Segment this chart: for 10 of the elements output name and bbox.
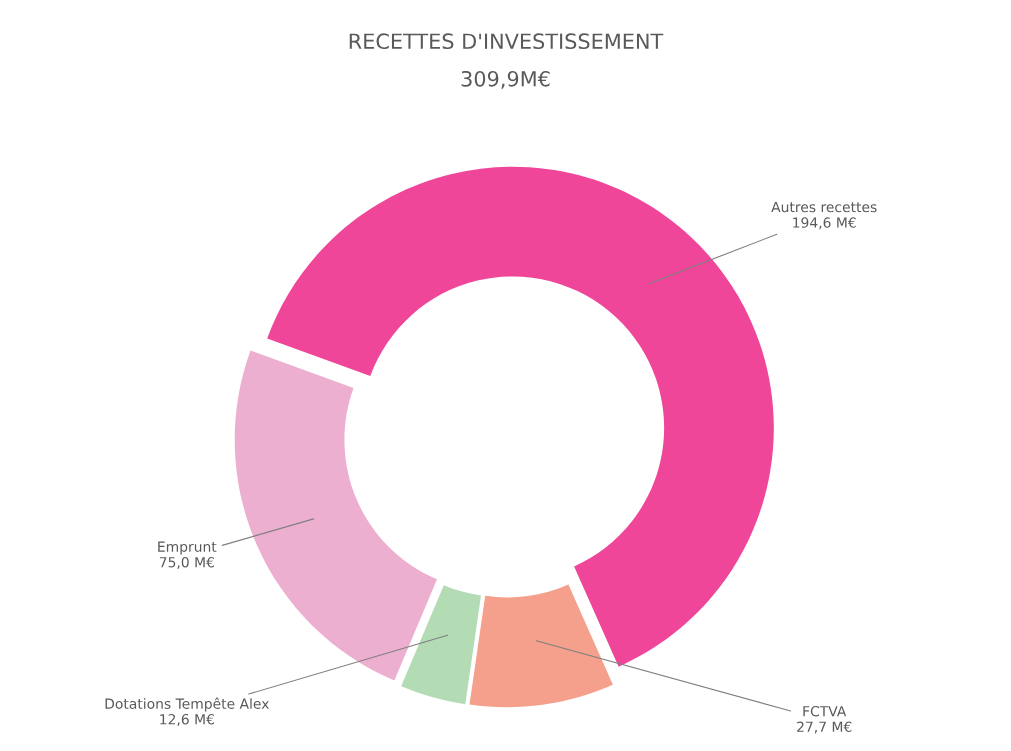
slice-label: FCTVA xyxy=(803,705,847,717)
slice-label: Autres recettes xyxy=(771,201,877,213)
data-label: 27,7 M€ xyxy=(797,721,852,734)
data-label: 12,6 M€ xyxy=(160,713,214,726)
slice-label: Dotations Tempête Alex xyxy=(105,697,269,712)
chart-title: RECETTES D'INVESTISSEMENT xyxy=(349,33,664,50)
data-label: 194,6 M€ xyxy=(793,217,856,230)
data-label: 75,0 M€ xyxy=(159,556,214,569)
chart-subtitle: 309,9M€ xyxy=(461,70,550,89)
slice-label: Emprunt xyxy=(158,541,217,555)
